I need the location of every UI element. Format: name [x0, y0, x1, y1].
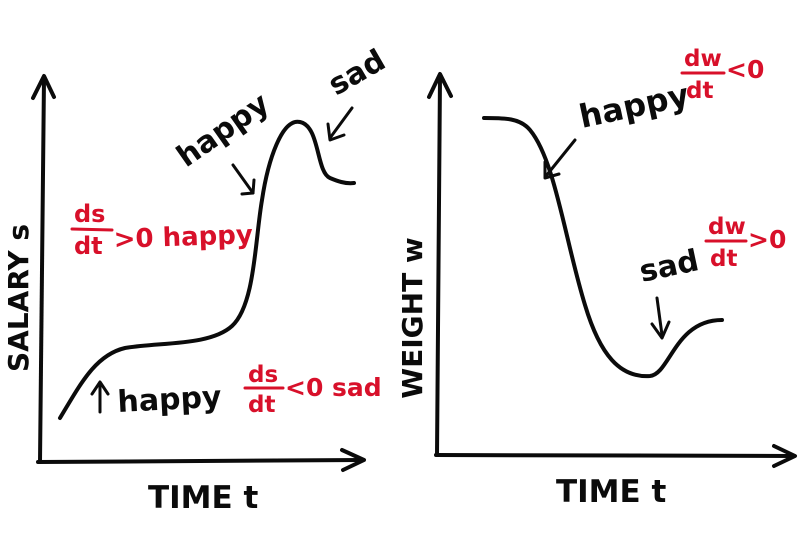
deriv-pos-relation: >0 happy [113, 220, 253, 255]
pointer-arrow-icon [233, 165, 253, 193]
left-x-axis-label: TIME t [148, 480, 258, 516]
right-graph: WEIGHT w TIME t happy dw dt <0 sad dw dt… [396, 46, 795, 510]
right-y-axis-label: WEIGHT w [396, 237, 429, 399]
deriv-neg-denominator: dt [248, 392, 275, 418]
weight-derivative-positive: dw dt >0 [706, 214, 786, 272]
sad-label-top: sad [323, 43, 392, 103]
left-graph: SALARY s TIME t happy happy sad ds dt >0… [2, 43, 392, 516]
happy-arrow-icon [546, 140, 575, 176]
happy-label-bottom: happy [117, 380, 223, 420]
right-x-axis [436, 455, 792, 456]
deriv-pos-fraction-bar [72, 229, 112, 230]
deriv-neg-numerator: ds [248, 362, 278, 388]
left-y-axis-label: SALARY s [2, 224, 35, 372]
left-x-axis [38, 460, 362, 462]
deriv-neg-relation: <0 sad [285, 373, 382, 402]
deriv-pos-numerator: ds [74, 200, 105, 228]
dw-pos-numerator: dw [708, 214, 746, 240]
left-y-axis [40, 78, 44, 462]
dw-pos-denominator: dt [710, 246, 737, 272]
dw-neg-numerator: dw [684, 46, 722, 72]
sad-label-right: sad [636, 243, 702, 290]
sad-down-arrow-icon [657, 298, 662, 335]
happy-label-top: happy [171, 86, 277, 175]
derivative-positive-annotation: ds dt >0 happy [72, 200, 253, 260]
dw-neg-relation: <0 [726, 55, 764, 84]
deriv-pos-denominator: dt [74, 232, 103, 260]
happy-label-right: happy [576, 76, 693, 136]
dw-neg-denominator: dt [686, 78, 713, 104]
weight-derivative-negative: dw dt <0 [682, 46, 764, 104]
right-x-axis-label: TIME t [556, 474, 666, 510]
dw-pos-relation: >0 [748, 225, 786, 254]
derivative-negative-annotation: ds dt <0 sad [245, 362, 382, 418]
sad-arrow-icon [330, 108, 352, 138]
right-y-axis [437, 76, 440, 455]
